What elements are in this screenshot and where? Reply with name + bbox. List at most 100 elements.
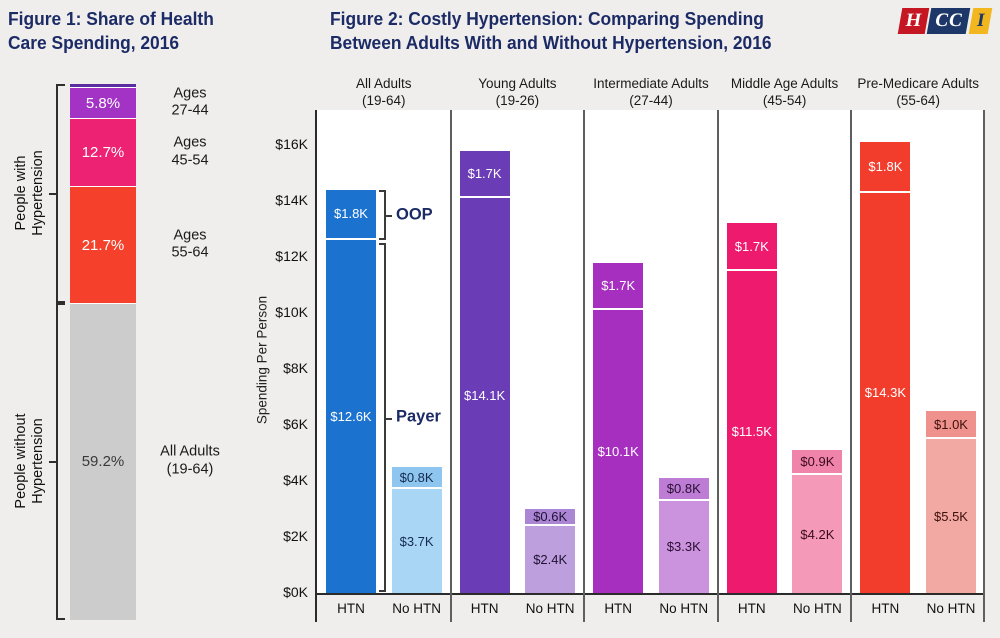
fig1-bracket-tick bbox=[49, 461, 57, 464]
bar-x-label: HTN bbox=[737, 601, 766, 616]
oop-value-label: $0.8K bbox=[399, 469, 434, 485]
payer-segment: $11.5K bbox=[726, 270, 777, 593]
oop-value-label: $1.7K bbox=[601, 277, 636, 293]
fig1-segment-side-label: Ages 55-64 bbox=[171, 226, 209, 261]
no-htn-stacked-bar: $1.0K $5.5K bbox=[926, 411, 976, 593]
bar-x-label: HTN bbox=[337, 601, 365, 616]
payer-bracket-tick bbox=[385, 417, 392, 420]
oop-segment: $1.7K bbox=[459, 150, 510, 199]
payer-value-label: $14.3K bbox=[864, 385, 906, 401]
payer-value-label: $3.3K bbox=[666, 539, 701, 555]
no-htn-stacked-bar: $0.9K $4.2K bbox=[792, 450, 843, 593]
payer-value-label: $5.5K bbox=[934, 508, 968, 524]
oop-segment: $1.8K bbox=[326, 189, 376, 241]
bar-x-label: HTN bbox=[470, 601, 499, 616]
oop-segment: $1.7K bbox=[726, 223, 777, 271]
figure2-title-line2: Between Adults With and Without Hyperten… bbox=[330, 31, 772, 53]
fig1-segment-3: 21.7% bbox=[70, 186, 136, 303]
fig1-segment-side-label: Ages 27-44 bbox=[171, 85, 209, 119]
payer-segment: $10.1K bbox=[593, 310, 644, 593]
bar-x-label: No HTN bbox=[659, 601, 709, 616]
bar-x-label: HTN bbox=[871, 601, 900, 616]
x-axis-line bbox=[315, 593, 985, 595]
group-divider bbox=[449, 110, 452, 622]
htn-stacked-bar: $1.8K $12.6K bbox=[326, 189, 376, 593]
htn-stacked-bar: $1.7K $10.1K bbox=[593, 262, 644, 593]
oop-segment: $0.8K bbox=[391, 467, 442, 490]
fig1-segment-side-label: Ages 45-54 bbox=[171, 134, 209, 169]
y-tick-label: $14K bbox=[275, 192, 308, 208]
group-divider bbox=[983, 110, 985, 622]
group-header-0: All Adults (19-64) bbox=[356, 76, 412, 108]
y-tick-label: $16K bbox=[275, 136, 308, 152]
payer-segment: $14.1K bbox=[459, 198, 510, 593]
group-header-3: Middle Age Adults (45-54) bbox=[730, 76, 839, 108]
y-tick-label: $4K bbox=[283, 472, 308, 488]
figure2-title-line1: Figure 2: Costly Hypertension: Comparing… bbox=[330, 8, 764, 29]
payer-bracket bbox=[379, 243, 392, 592]
fig1-segment-value: 59.2% bbox=[81, 453, 125, 471]
fig1-segment-1: 5.8% bbox=[70, 87, 136, 119]
payer-segment: $14.3K bbox=[860, 192, 911, 593]
payer-annotation-label: Payer bbox=[396, 407, 441, 426]
y-tick-label: $2K bbox=[283, 528, 308, 544]
oop-value-label: $1.8K bbox=[334, 206, 368, 222]
figure2-title: Figure 2: Costly Hypertension: Comparing… bbox=[330, 7, 772, 54]
payer-value-label: $14.1K bbox=[463, 388, 506, 404]
oop-annotation-label: OOP bbox=[396, 205, 433, 224]
payer-value-label: $4.2K bbox=[800, 526, 835, 542]
oop-value-label: $1.0K bbox=[934, 416, 968, 432]
oop-value-label: $0.8K bbox=[666, 480, 701, 496]
oop-value-label: $1.8K bbox=[868, 158, 903, 174]
oop-segment: $0.9K bbox=[792, 450, 843, 476]
fig1-segment-value: 12.7% bbox=[81, 144, 125, 162]
oop-segment: $0.6K bbox=[525, 508, 576, 526]
figure1-title-line1: Figure 1: Share of Health bbox=[8, 8, 214, 29]
figure1-title-line2: Care Spending, 2016 bbox=[8, 31, 180, 53]
payer-value-label: $10.1K bbox=[597, 444, 639, 460]
oop-segment: $1.7K bbox=[593, 262, 644, 311]
payer-value-label: $2.4K bbox=[533, 551, 568, 567]
no-htn-stacked-bar: $0.8K $3.7K bbox=[391, 467, 442, 593]
group-header-4: Pre-Medicare Adults (55-64) bbox=[857, 76, 979, 108]
group-divider bbox=[583, 110, 586, 622]
y-tick-label: $10K bbox=[275, 304, 308, 320]
oop-value-label: $1.7K bbox=[467, 165, 502, 181]
htn-stacked-bar: $1.7K $14.1K bbox=[459, 150, 510, 593]
group-header-1: Young Adults (19-26) bbox=[478, 76, 557, 108]
bar-x-label: No HTN bbox=[793, 601, 842, 616]
y-tick-label: $6K bbox=[283, 416, 308, 432]
fig1-bracket-tick bbox=[49, 193, 57, 196]
fig1-segment-side-label: All Adults (19-64) bbox=[160, 443, 220, 478]
oop-segment: $1.8K bbox=[860, 142, 911, 193]
payer-segment: $5.5K bbox=[926, 439, 976, 593]
payer-segment: $12.6K bbox=[326, 240, 376, 593]
oop-value-label: $1.7K bbox=[734, 238, 769, 254]
fig1-segment-2: 12.7% bbox=[70, 118, 136, 187]
y-tick-label: $8K bbox=[283, 360, 308, 376]
bar-x-label: HTN bbox=[604, 601, 633, 616]
fig1-bracket-1 bbox=[49, 302, 65, 620]
oop-segment: $0.8K bbox=[658, 478, 709, 501]
y-tick-label: $0K bbox=[283, 584, 308, 600]
oop-bracket-tick bbox=[385, 215, 392, 217]
fig1-segment-0 bbox=[70, 84, 136, 88]
bar-x-label: No HTN bbox=[392, 601, 441, 616]
payer-value-label: $12.6K bbox=[330, 409, 372, 425]
y-axis-line bbox=[315, 110, 317, 622]
fig1-segment-4: 59.2% bbox=[70, 302, 136, 620]
fig1-segment-value: 21.7% bbox=[81, 236, 125, 254]
htn-stacked-bar: $1.7K $11.5K bbox=[726, 223, 777, 593]
group-divider bbox=[716, 110, 719, 622]
no-htn-stacked-bar: $0.6K $2.4K bbox=[525, 508, 576, 593]
bar-x-label: No HTN bbox=[926, 601, 976, 616]
oop-value-label: $0.6K bbox=[533, 508, 568, 524]
fig1-bracket-0 bbox=[49, 84, 65, 303]
oop-value-label: $0.9K bbox=[800, 454, 835, 470]
payer-value-label: $11.5K bbox=[731, 424, 772, 440]
payer-segment: $4.2K bbox=[792, 475, 843, 593]
group-divider bbox=[850, 110, 853, 622]
oop-bracket bbox=[379, 190, 392, 240]
